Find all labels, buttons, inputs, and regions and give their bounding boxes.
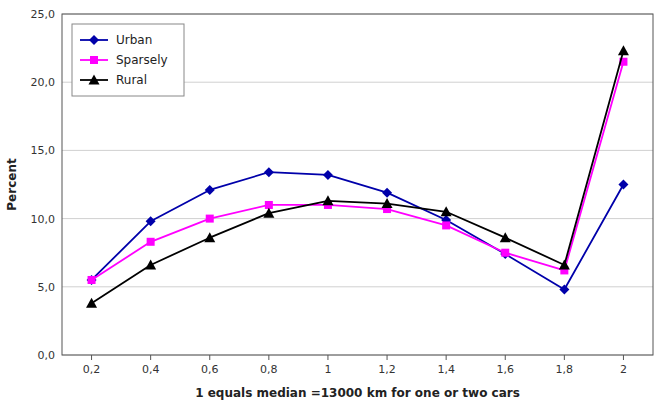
x-tick-label: 1 [324,363,331,376]
point [88,276,96,284]
y-tick-label: 5,0 [38,281,56,294]
legend: Urban Sparsely Rural [72,24,184,96]
point [204,232,215,242]
legend-marker [89,75,100,85]
x-tick [623,355,624,360]
y-tick-label: 0,0 [38,349,56,362]
x-tick [505,355,506,360]
x-tick-label: 0,8 [260,363,278,376]
point [322,195,333,205]
series-line [92,172,624,289]
x-tick-label: 0,4 [142,363,160,376]
grid [62,14,653,355]
legend-frame [72,24,184,96]
x-tick [150,355,151,360]
axes: 0,0 5,0 10,0 15,0 20,0 25,0 0,2 0,4 0,6 0,8 1 1,2 1,… [31,8,654,376]
x-tick-label: 0,2 [83,363,101,376]
x-tick-label: 1,4 [437,363,455,376]
x-tick-label: 1,6 [497,363,515,376]
y-axis-label: Percent [5,158,19,211]
point [618,45,629,55]
chart: 0,0 5,0 10,0 15,0 20,0 25,0 0,2 0,4 0,6 0,8 1 1,2 1,… [0,0,669,409]
x-tick [327,355,328,360]
x-tick [387,355,388,360]
point [382,188,392,198]
y-tick-label: 25,0 [31,8,56,21]
x-tick [564,355,565,360]
plot-frame [62,14,653,355]
point [442,221,450,229]
point [264,167,274,177]
point [205,185,215,195]
point [559,259,570,269]
x-tick [91,355,92,360]
background [0,0,669,409]
point [323,170,333,180]
y-tick-label: 15,0 [31,144,56,157]
x-tick-label: 1,2 [378,363,396,376]
point [441,206,452,216]
point [147,238,155,246]
x-tick-label: 0,6 [201,363,219,376]
point [500,249,510,259]
grid-line [62,150,653,151]
point [146,216,156,226]
legend-label: Rural [116,73,147,87]
x-tick [268,355,269,360]
x-tick-label: 1,8 [556,363,574,376]
legend-marker [90,56,98,64]
x-tick-label: 2 [620,363,627,376]
x-axis-label: 1 equals median =13000 km for one or two… [195,386,520,400]
legend-label: Sparsely [116,53,168,67]
y-tick-label: 10,0 [31,213,56,226]
point [87,275,97,285]
x-tick [446,355,447,360]
point [559,285,569,295]
point [145,259,156,269]
legend-label: Urban [116,33,152,47]
point [500,232,511,242]
point [618,180,628,190]
point [263,208,274,218]
point [206,215,214,223]
x-tick [209,355,210,360]
legend-marker [89,35,99,45]
y-tick-label: 20,0 [31,76,56,89]
point [501,249,509,257]
point [382,198,393,208]
point [86,298,97,308]
